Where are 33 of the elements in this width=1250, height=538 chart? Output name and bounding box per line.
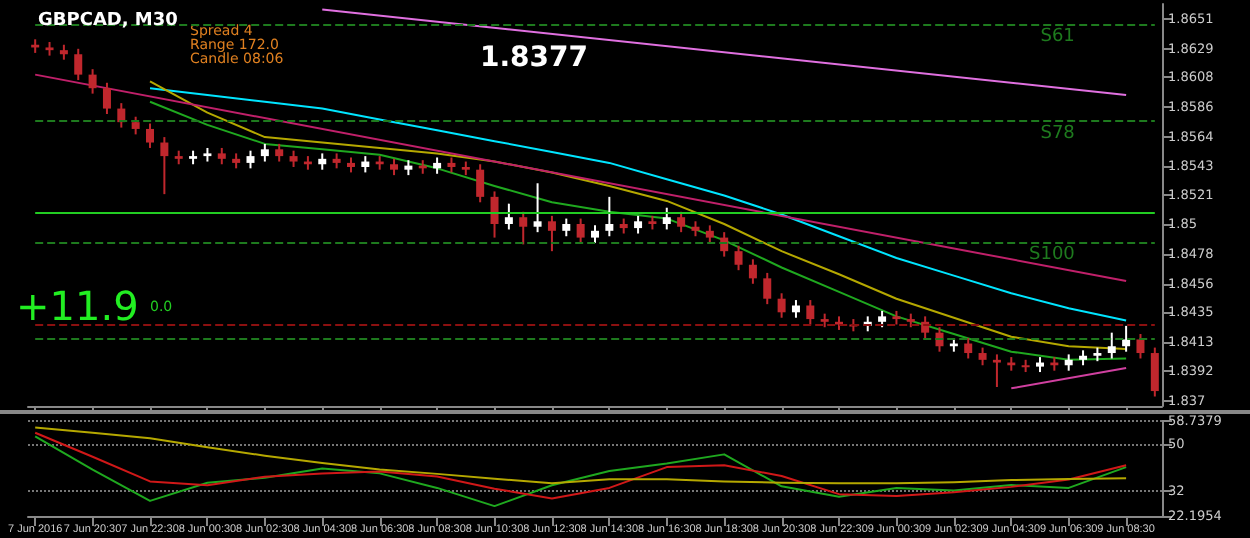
candlestick	[763, 271, 772, 306]
candlestick	[992, 353, 1001, 388]
candlestick	[160, 136, 169, 196]
candlestick	[964, 337, 973, 360]
candlestick	[806, 299, 815, 326]
candlestick	[1122, 324, 1131, 353]
annotation: +11.9	[16, 282, 139, 330]
candlestick	[490, 190, 499, 239]
candlestick	[662, 206, 671, 231]
candlestick	[777, 292, 786, 319]
candlestick	[74, 47, 83, 82]
candlestick	[519, 210, 528, 246]
candlestick	[576, 217, 585, 245]
candlestick	[734, 244, 743, 272]
candlestick	[1107, 331, 1116, 360]
line-series	[34, 426, 1128, 485]
chart-title: GBPCAD, M30	[38, 11, 178, 31]
candlestick	[504, 202, 513, 231]
candlestick	[88, 68, 97, 95]
candlestick	[677, 210, 686, 234]
candlestick	[1150, 346, 1159, 398]
candlestick	[533, 182, 542, 234]
candlestick	[547, 214, 556, 253]
ref-line-label: S61	[1040, 27, 1075, 48]
candlestick	[748, 258, 757, 285]
candlestick	[605, 195, 614, 238]
candlestick	[476, 163, 485, 204]
candlestick	[146, 122, 155, 149]
candlestick	[102, 81, 111, 116]
candlestick	[1136, 333, 1145, 360]
ref-line-label: S100	[1029, 244, 1076, 265]
annotation: 1.8377	[480, 42, 589, 74]
ref-line-label: S78	[1040, 123, 1076, 144]
